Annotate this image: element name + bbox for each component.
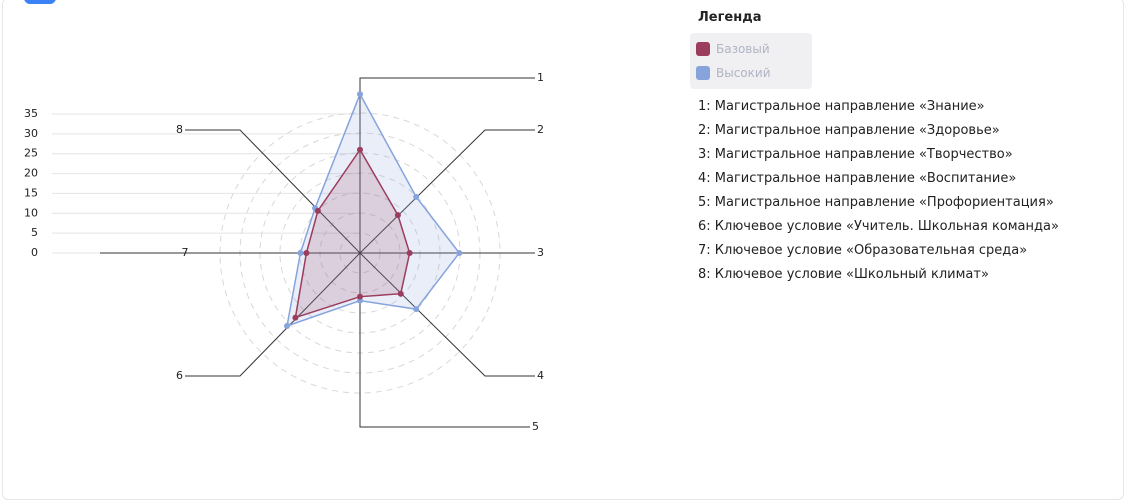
description-list: 1: Магистральное направление «Знание» 2: … [690, 95, 1059, 287]
data-point [283, 323, 290, 330]
data-point [357, 146, 363, 153]
axis-description: 3: Магистральное направление «Творчество… [698, 147, 1013, 162]
data-point [406, 250, 413, 256]
data-point [413, 306, 420, 313]
legend: Легенда Базовый Высокий 1: Магистральное … [690, 10, 1059, 287]
data-point [397, 290, 404, 297]
legend-item[interactable]: Высокий [690, 61, 812, 85]
axis-label: 7 [182, 246, 189, 259]
axis-label: 6 [176, 369, 183, 382]
chart: 0 5 10 15 20 25 30 35 1 2 3 4 5 6 7 8 [24, 71, 544, 433]
axis-label: 3 [537, 246, 544, 259]
axis-description: 4: Магистральное направление «Воспитание… [698, 171, 1017, 186]
data-point [314, 207, 321, 214]
legend-box: Базовый Высокий [690, 33, 812, 89]
axis-description: 7: Ключевое условие «Образовательная сре… [698, 243, 1028, 258]
y-tick-label: 35 [24, 107, 38, 120]
data-point [394, 212, 401, 219]
legend-title: Легенда [698, 10, 762, 25]
axis-line [185, 252, 361, 377]
y-tick-label: 15 [24, 186, 38, 199]
data-point [297, 250, 304, 256]
toggle[interactable] [24, 0, 56, 4]
legend-swatch [696, 66, 710, 80]
y-tick-label: 0 [31, 246, 38, 259]
axis-description: 5: Магистральное направление «Профориент… [698, 195, 1054, 210]
legend-label: Высокий [716, 66, 771, 80]
axis-line [359, 129, 535, 254]
data-point [357, 293, 363, 300]
axis-description: 2: Магистральное направление «Здоровье» [698, 123, 1000, 138]
y-tick-label: 30 [24, 127, 38, 140]
legend-item[interactable]: Базовый [690, 37, 812, 61]
axis-description: 6: Ключевое условие «Учитель. Школьная к… [698, 219, 1059, 234]
axis-label: 8 [176, 123, 183, 136]
y-tick-label: 10 [24, 206, 38, 219]
y-tick-label: 20 [24, 167, 38, 180]
data-point [357, 91, 363, 98]
axis-label: 5 [532, 420, 539, 433]
y-tick-label: 5 [31, 226, 38, 239]
axis-line [359, 253, 530, 428]
legend-label: Базовый [716, 42, 770, 56]
axis-label: 4 [537, 369, 544, 382]
data-point [456, 250, 463, 256]
data-point [303, 250, 310, 256]
axis-description: 8: Ключевое условие «Школьный климат» [698, 267, 989, 282]
data-point [413, 193, 420, 200]
axis-line [359, 77, 535, 253]
y-tick-label: 25 [24, 147, 38, 160]
data-point [292, 314, 299, 321]
axis-label: 2 [537, 123, 544, 136]
legend-swatch [696, 42, 710, 56]
axis-description: 1: Магистральное направление «Знание» [698, 99, 985, 114]
axis-label: 1 [537, 71, 544, 84]
